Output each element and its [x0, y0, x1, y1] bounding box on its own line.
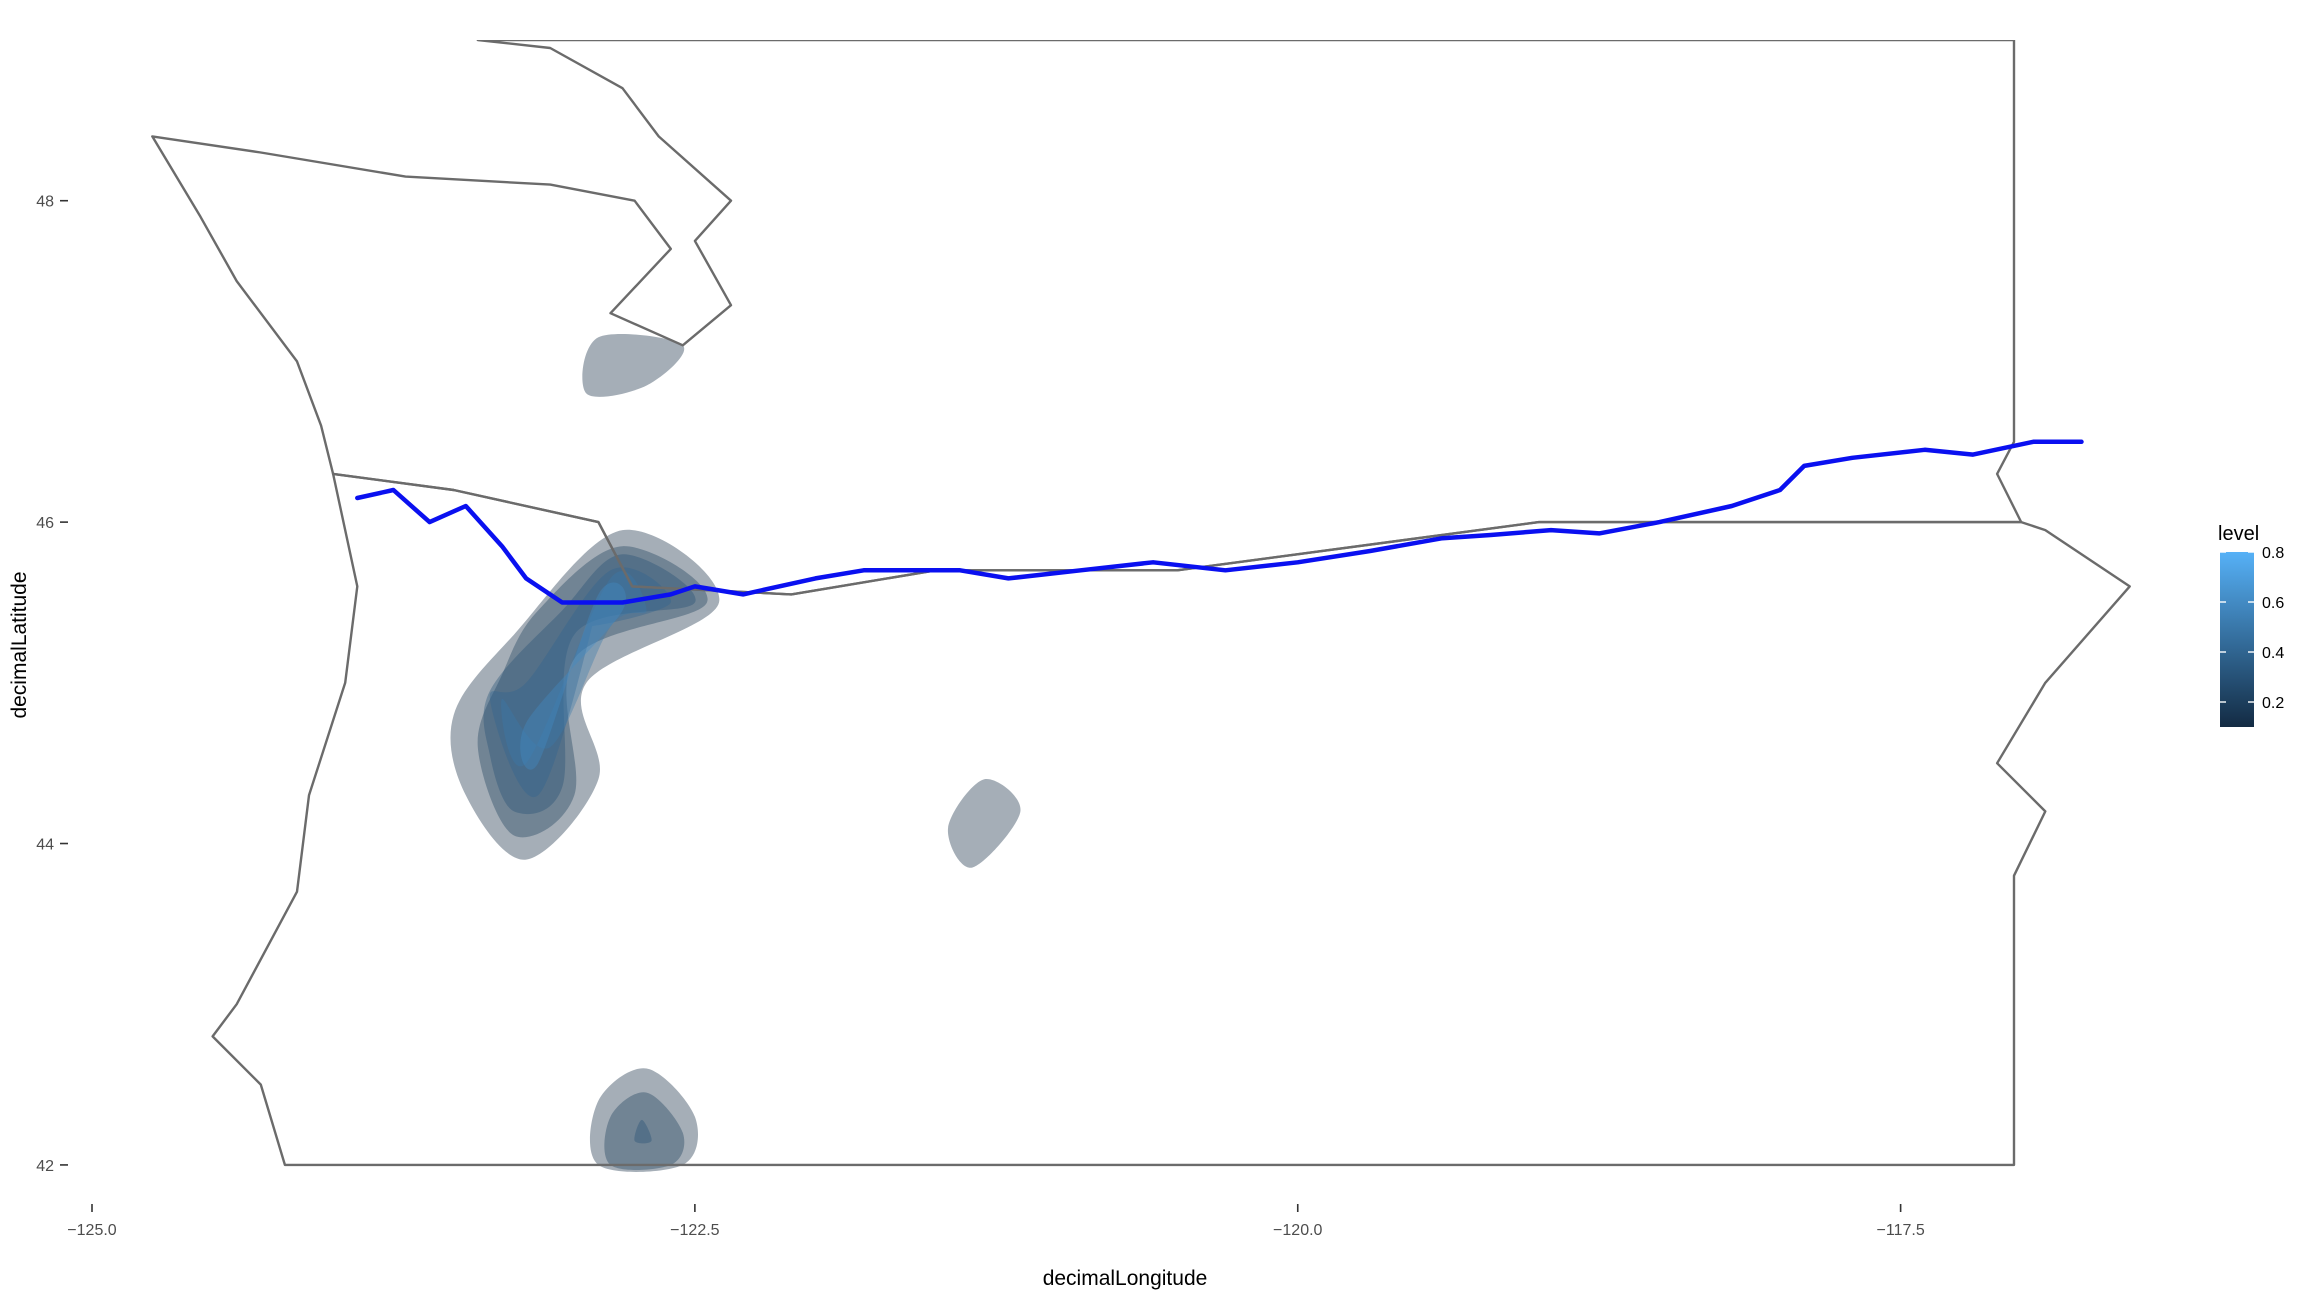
x-axis-title: decimalLongitude: [1043, 1267, 1208, 1290]
x-tick-label: −122.5: [670, 1222, 719, 1239]
river-line: [355, 439, 2084, 605]
y-tick-label: 46: [36, 515, 54, 532]
density-contour-band: [520, 582, 626, 770]
y-axis-title: decimalLatitude: [8, 571, 31, 718]
state-outline-layer: [151, 40, 2131, 1167]
river-layer: [355, 439, 2084, 605]
legend-ticks: 0.2 0.4 0.6 0.8: [2220, 545, 2284, 712]
legend-tick-label: 0.8: [2262, 545, 2284, 562]
density-contour-band: [604, 1092, 685, 1171]
x-tick-label: −125.0: [67, 1222, 116, 1239]
state-outline-washington: [151, 40, 2023, 596]
y-tick-label: 48: [36, 194, 54, 211]
x-tick-label: −120.0: [1273, 1222, 1322, 1239]
x-tick-label: −117.5: [1877, 1222, 1925, 1239]
density-contour-band: [489, 567, 672, 798]
density-contour-layer: [450, 333, 1021, 1172]
y-axis: 42 44 46 48: [36, 194, 68, 1175]
density-contour-band: [947, 778, 1021, 868]
density-contour-band: [589, 1068, 699, 1172]
density-contour-band: [634, 1119, 652, 1144]
density-cluster-central-oregon: [947, 778, 1021, 868]
y-tick-label: 44: [36, 837, 54, 854]
legend: level 0.2 0.4 0.6 0.8: [2218, 523, 2284, 727]
y-tick-label: 42: [36, 1158, 54, 1175]
legend-title: level: [2218, 523, 2259, 545]
density-contour-band: [483, 554, 696, 815]
plot-panel: [151, 40, 2131, 1172]
x-axis: −125.0 −122.5 −120.0 −117.5: [67, 1204, 1925, 1239]
density-cluster-puget-sound: [582, 333, 685, 397]
density-cluster-willamette-valley: [450, 529, 720, 860]
density-contour-band: [501, 571, 647, 767]
density-contour-band: [477, 546, 708, 838]
density-cluster-southern-oregon: [589, 1068, 699, 1172]
density-contour-band: [582, 333, 685, 397]
legend-tick-label: 0.4: [2262, 645, 2284, 662]
legend-colorbar: [2220, 552, 2254, 727]
legend-tick-label: 0.2: [2262, 695, 2284, 712]
legend-tick-label: 0.6: [2262, 595, 2284, 612]
density-contour-band: [450, 529, 720, 860]
state-outline-oregon: [211, 472, 2131, 1167]
